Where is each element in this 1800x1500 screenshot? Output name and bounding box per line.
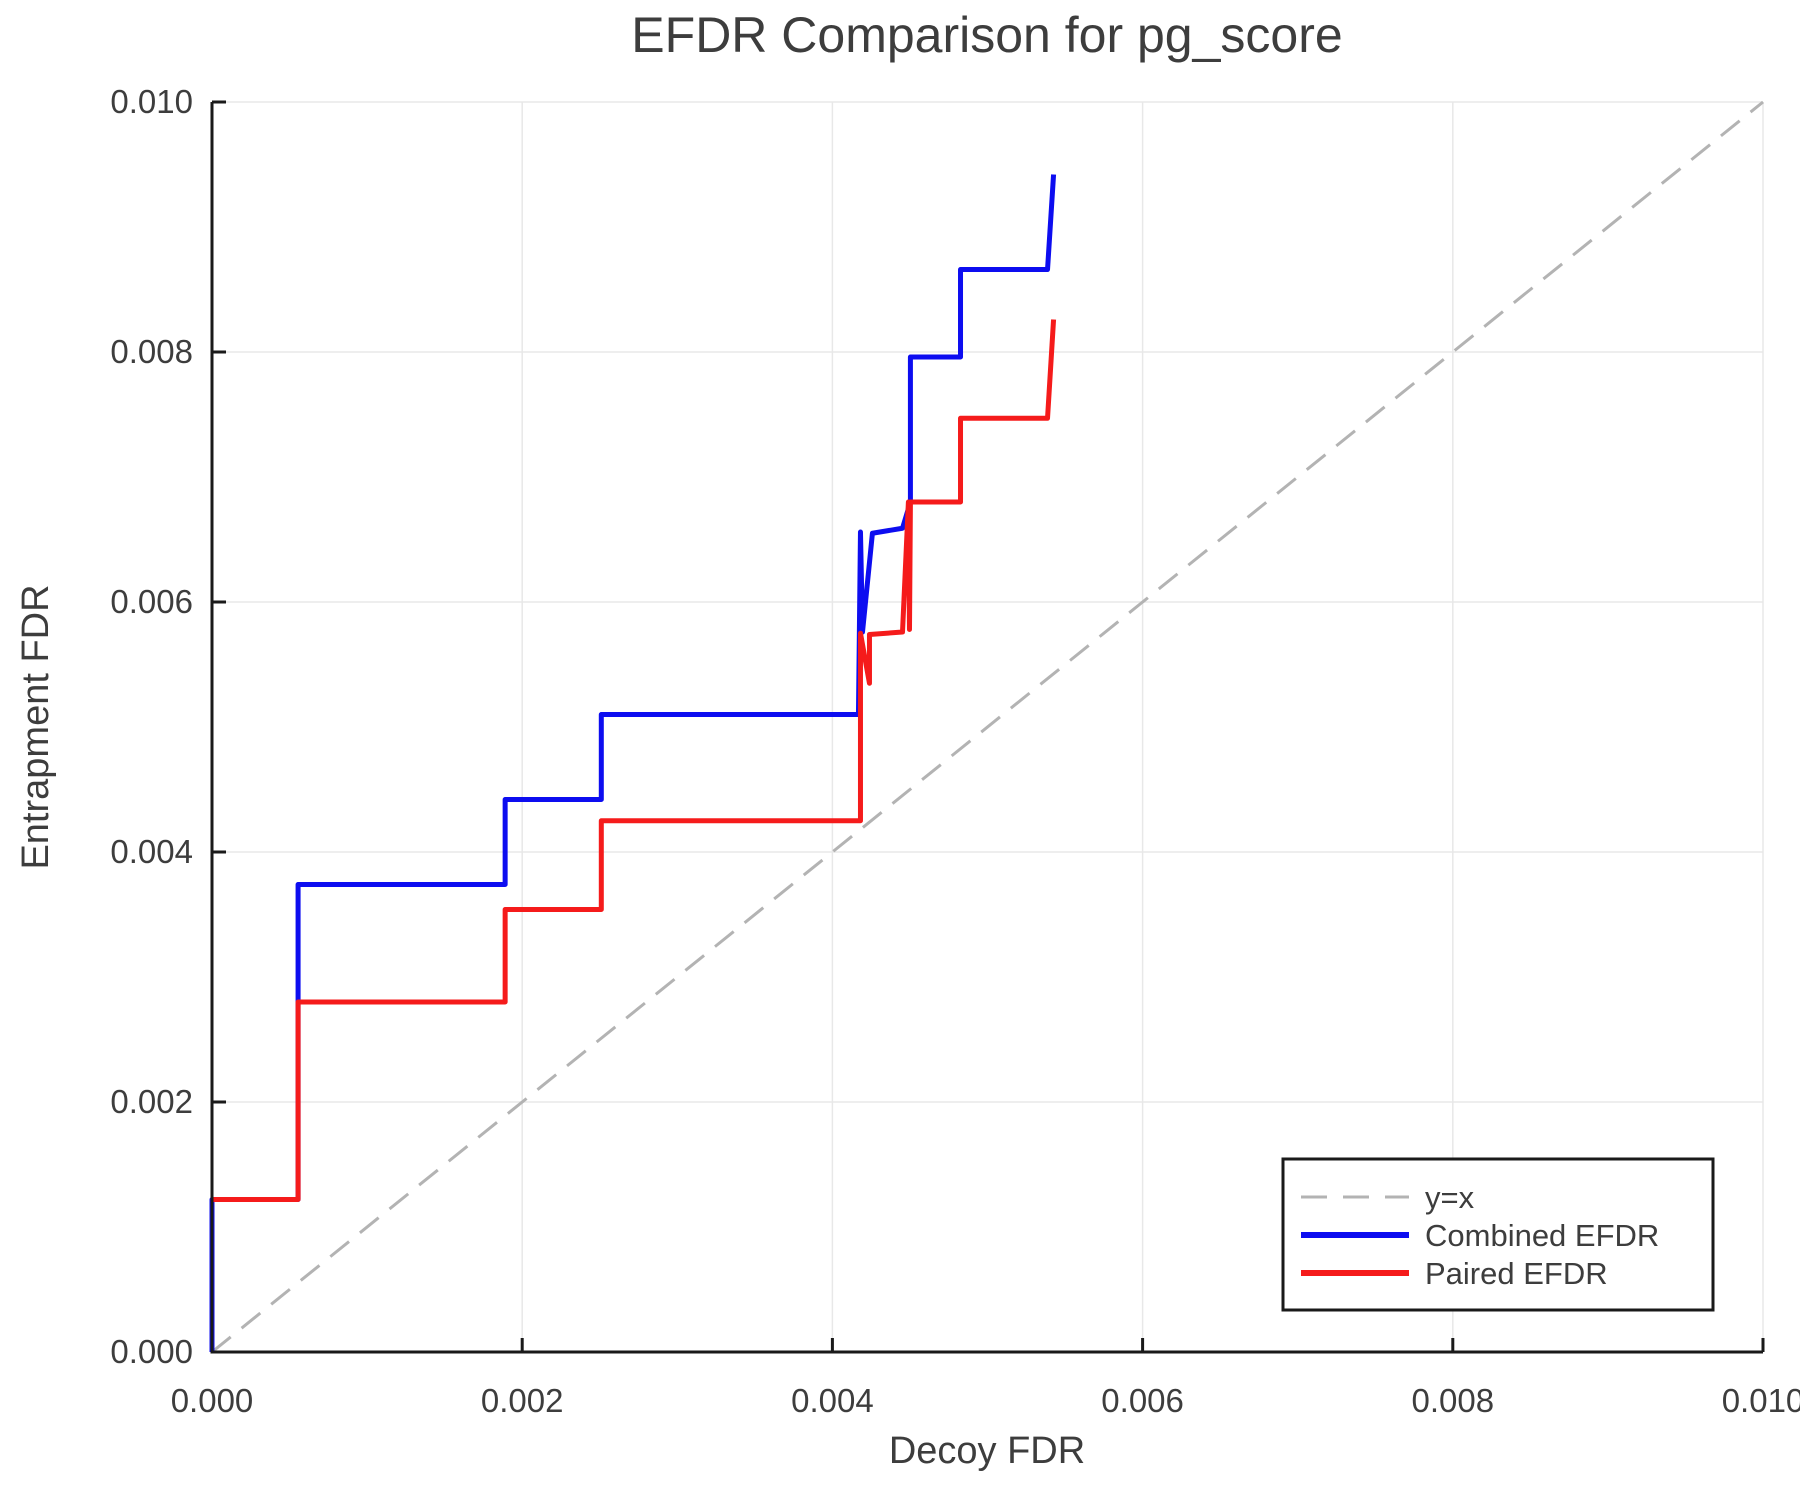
y-tick-label: 0.000 <box>110 1333 193 1370</box>
tick-labels: 0.000 0.002 0.004 0.006 0.008 0.010 0.000 0.002… <box>110 83 1800 1419</box>
y-tick-label: 0.008 <box>110 333 193 370</box>
legend-label: y=x <box>1425 1180 1475 1215</box>
plot-series <box>209 100 1764 1354</box>
x-tick-label: 0.004 <box>791 1382 874 1419</box>
y-tick-label: 0.004 <box>110 833 193 870</box>
x-axis-label: Decoy FDR <box>889 1430 1085 1472</box>
axes <box>210 100 1765 1354</box>
x-tick-label: 0.008 <box>1412 1382 1495 1419</box>
y-tick-label: 0.010 <box>110 83 193 120</box>
chart-title: EFDR Comparison for pg_score <box>631 7 1342 63</box>
x-tick-label: 0.002 <box>481 1382 564 1419</box>
series-line-combined-efdr <box>209 174 1057 1352</box>
legend-label: Combined EFDR <box>1425 1218 1659 1253</box>
series-line-paired-efdr <box>212 319 1057 1202</box>
x-tick-label: 0.000 <box>171 1382 254 1419</box>
series-line-y-x <box>211 100 1764 1354</box>
legend-label: Paired EFDR <box>1425 1256 1608 1291</box>
y-tick-label: 0.006 <box>110 583 193 620</box>
x-tick-label: 0.010 <box>1722 1382 1800 1419</box>
y-axis-label: Entrapment FDR <box>15 584 57 869</box>
x-tick-label: 0.006 <box>1101 1382 1184 1419</box>
y-tick-label: 0.002 <box>110 1083 193 1120</box>
